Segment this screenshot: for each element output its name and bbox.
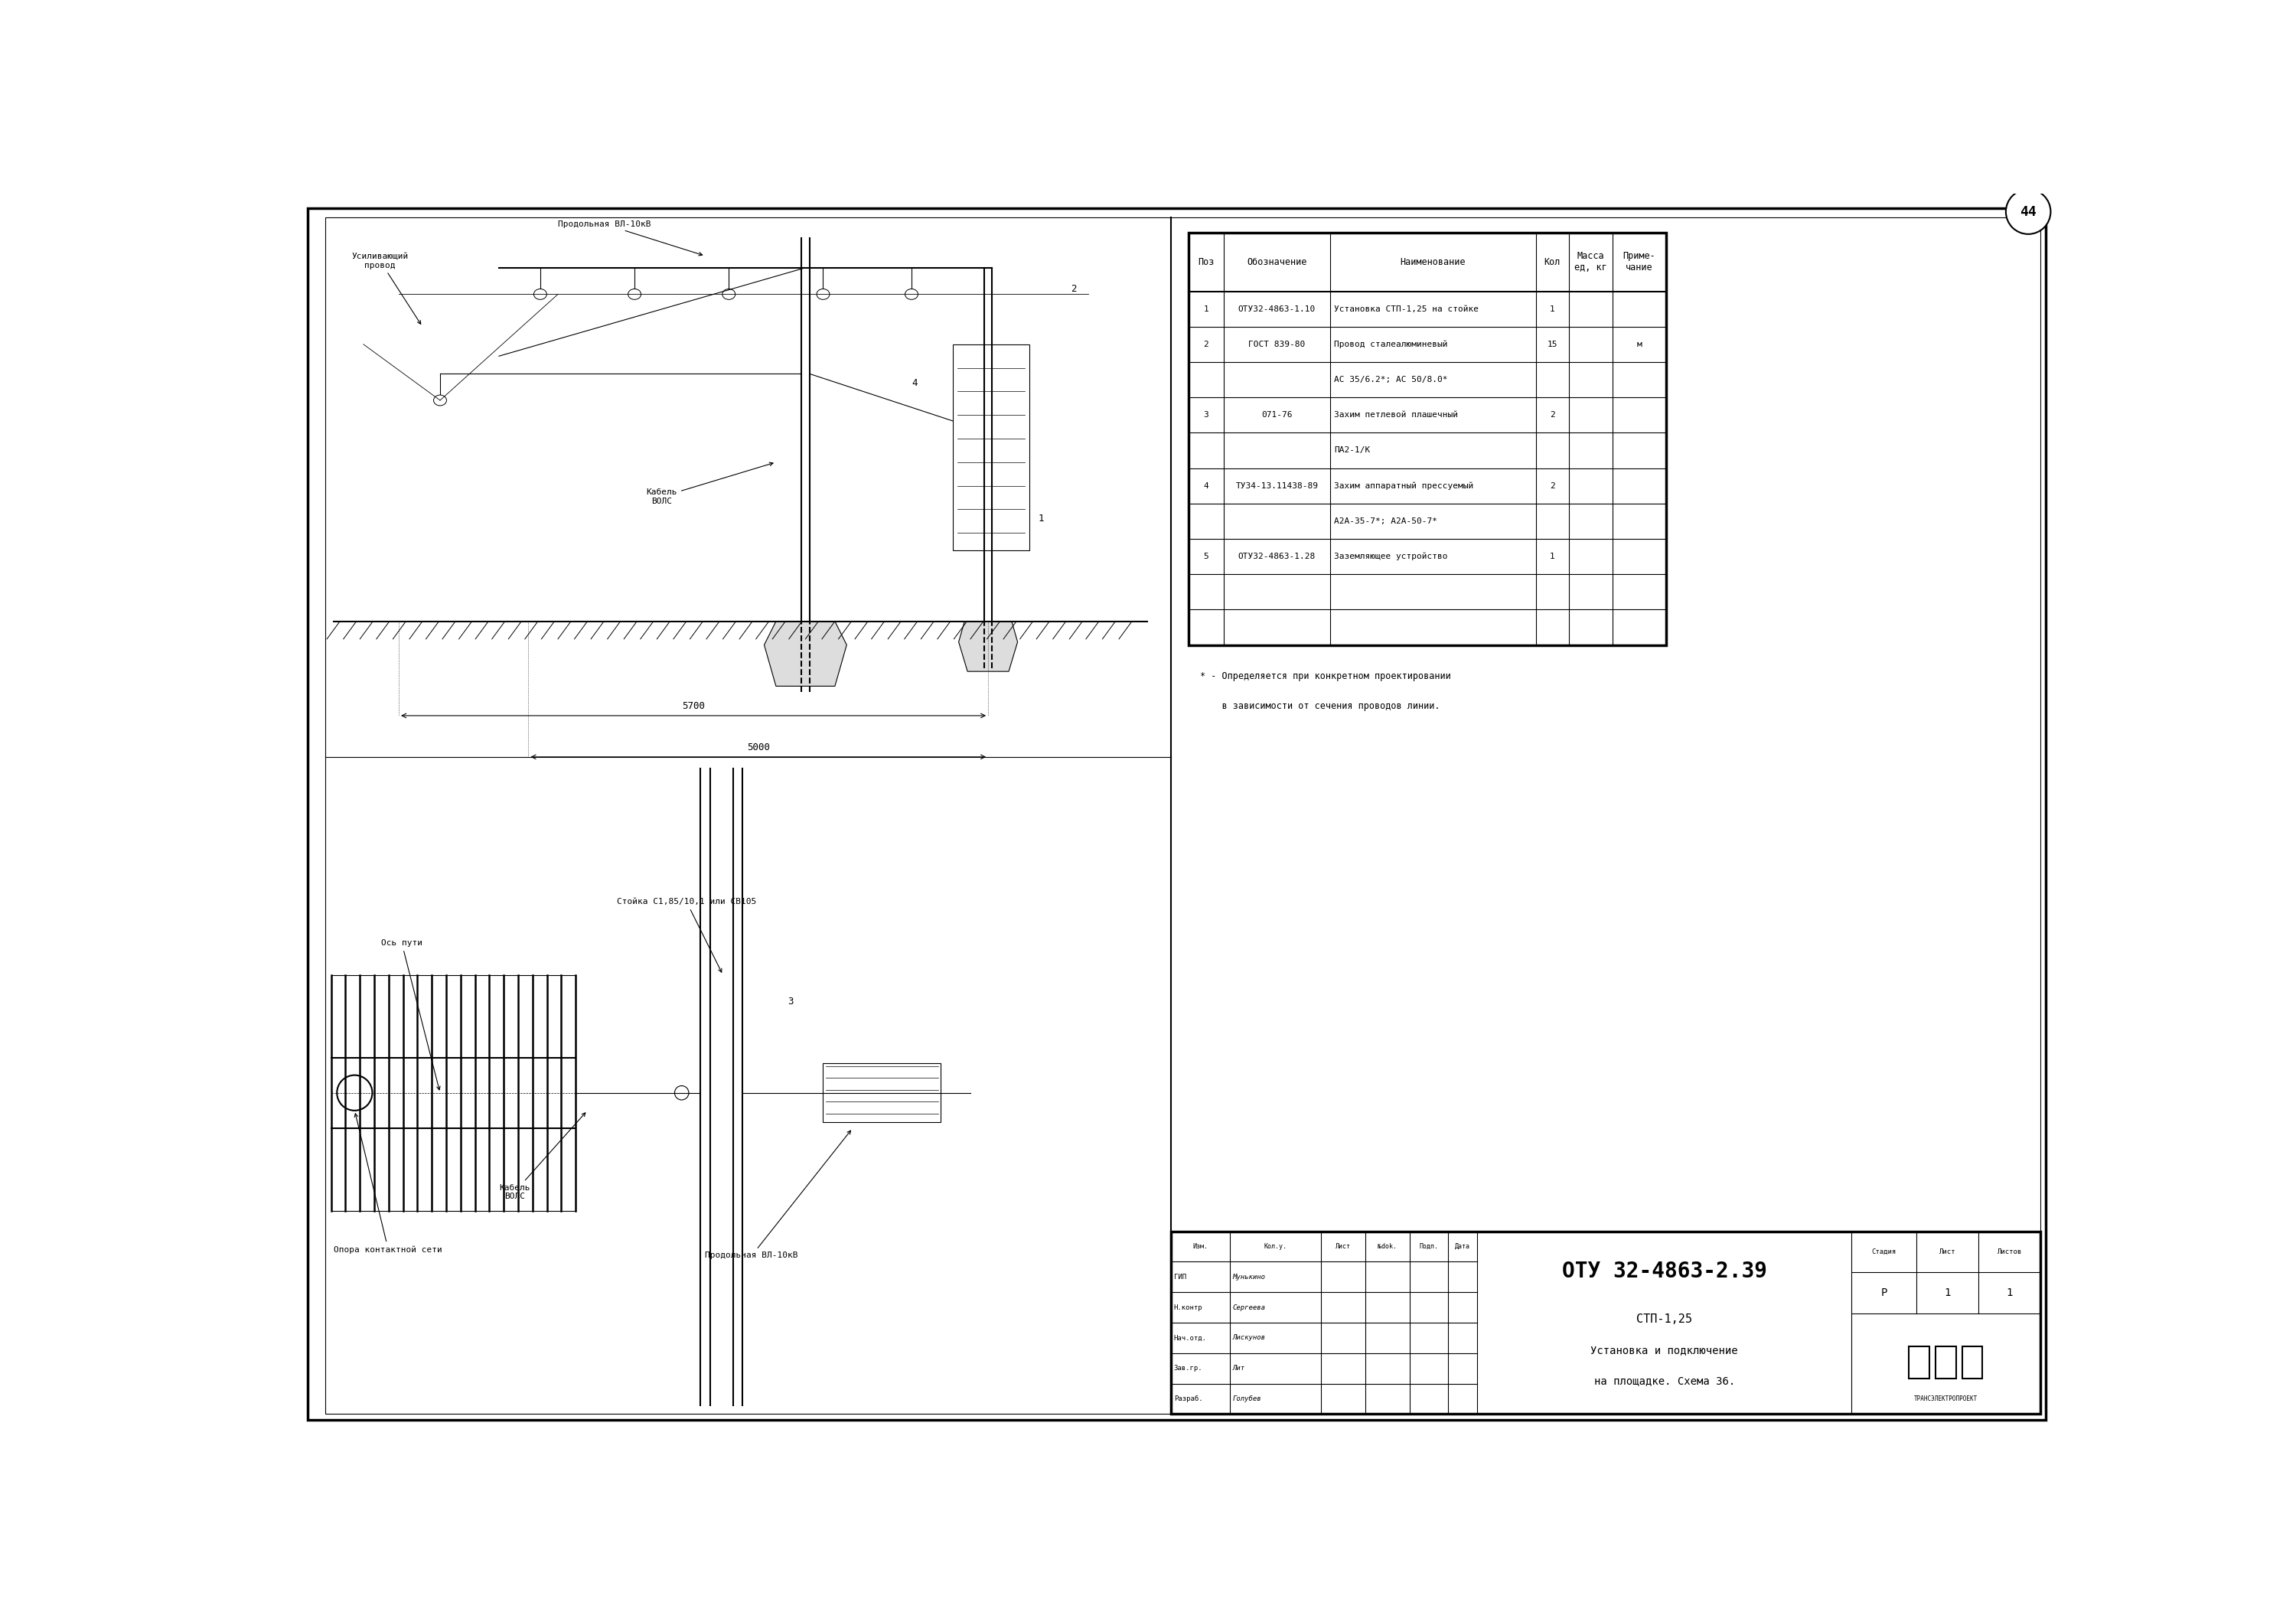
Text: ОТУ32-4863-1.28: ОТУ32-4863-1.28 <box>1238 553 1316 561</box>
Text: ОТУ32-4863-1.10: ОТУ32-4863-1.10 <box>1238 305 1316 313</box>
Polygon shape <box>960 621 1017 672</box>
Text: Стойка С1,85/10,1 или СВ105: Стойка С1,85/10,1 или СВ105 <box>618 898 755 972</box>
Text: Заземляющее устройство: Заземляющее устройство <box>1334 553 1449 561</box>
Text: 1: 1 <box>1945 1288 1949 1298</box>
Text: Нач.отд.: Нач.отд. <box>1173 1335 1208 1341</box>
Text: Установка СТП-1,25 на стойке: Установка СТП-1,25 на стойке <box>1334 305 1479 313</box>
Text: Провод сталеалюминевый: Провод сталеалюминевый <box>1334 340 1449 348</box>
Text: 5000: 5000 <box>746 742 769 753</box>
Text: ПА2-1/К: ПА2-1/К <box>1334 447 1371 455</box>
Text: Изм.: Изм. <box>1192 1243 1208 1249</box>
Text: Приме-
чание: Приме- чание <box>1623 251 1655 272</box>
Text: Лист: Лист <box>1940 1248 1956 1256</box>
Bar <box>1936 1346 1956 1378</box>
Text: 1: 1 <box>1038 514 1045 524</box>
Text: Подп.: Подп. <box>1419 1243 1437 1249</box>
Circle shape <box>2007 189 2050 234</box>
Text: Сергеева: Сергеева <box>1233 1304 1265 1311</box>
Bar <box>953 345 1029 551</box>
Text: Лискунов: Лискунов <box>1233 1335 1265 1341</box>
Text: Обозначение: Обозначение <box>1247 256 1306 266</box>
Circle shape <box>675 1086 689 1099</box>
Text: 2: 2 <box>1203 340 1208 348</box>
Text: 1: 1 <box>1550 305 1554 313</box>
Text: Кабель
ВОЛС: Кабель ВОЛС <box>498 1112 585 1201</box>
Text: 15: 15 <box>1548 340 1557 348</box>
Text: Лист: Лист <box>1336 1243 1350 1249</box>
Text: * - Определяется при конкретном проектировании: * - Определяется при конкретном проектир… <box>1201 672 1451 682</box>
Text: Масса
ед, кг: Масса ед, кг <box>1575 251 1607 272</box>
Text: ОТУ 32-4863-2.39: ОТУ 32-4863-2.39 <box>1561 1261 1768 1282</box>
Text: 4: 4 <box>1203 482 1208 490</box>
Text: ТРАНСЭЛЕКТРОПРОЕКТ: ТРАНСЭЛЕКТРОПРОЕКТ <box>1915 1396 1977 1402</box>
Text: 2: 2 <box>1070 284 1077 293</box>
Text: 3: 3 <box>788 996 794 1008</box>
Text: 44: 44 <box>2020 205 2037 219</box>
Text: м: м <box>1637 340 1642 348</box>
Text: ГОСТ 839-80: ГОСТ 839-80 <box>1249 340 1306 348</box>
Text: Ось пути: Ось пути <box>381 940 441 1090</box>
Text: Стадия: Стадия <box>1871 1248 1896 1256</box>
Text: Установка и подключение: Установка и подключение <box>1591 1344 1738 1356</box>
Text: Зав.гр.: Зав.гр. <box>1173 1365 1203 1372</box>
Circle shape <box>338 1075 372 1111</box>
Text: Опора контактной сети: Опора контактной сети <box>333 1114 443 1254</box>
Text: АС 35/6.2*; АС 50/8.0*: АС 35/6.2*; АС 50/8.0* <box>1334 376 1449 384</box>
Text: Мунькино: Мунькино <box>1233 1273 1265 1280</box>
Text: Голубев: Голубев <box>1233 1396 1261 1402</box>
Text: 2: 2 <box>1550 482 1554 490</box>
Text: Усиливающий
провод: Усиливающий провод <box>351 253 420 324</box>
Bar <box>1963 1346 1981 1378</box>
Polygon shape <box>765 621 847 687</box>
Text: ГИП: ГИП <box>1173 1273 1187 1280</box>
Text: Кол.у.: Кол.у. <box>1263 1243 1286 1249</box>
Bar <box>1908 1346 1929 1378</box>
Text: №dok.: №dok. <box>1378 1243 1396 1249</box>
Text: в зависимости от сечения проводов линии.: в зависимости от сечения проводов линии. <box>1201 701 1440 711</box>
Text: Кол: Кол <box>1545 256 1561 266</box>
Text: ТУ34-13.11438-89: ТУ34-13.11438-89 <box>1235 482 1318 490</box>
Text: Продольная ВЛ-10кВ: Продольная ВЛ-10кВ <box>705 1130 852 1259</box>
Text: Захим петлевой плашечный: Захим петлевой плашечный <box>1334 411 1458 419</box>
Text: 1: 1 <box>1550 553 1554 561</box>
Bar <box>1189 232 1667 645</box>
Text: Лит: Лит <box>1233 1365 1244 1372</box>
Text: Поз: Поз <box>1199 256 1215 266</box>
Text: Н.контр: Н.контр <box>1173 1304 1203 1311</box>
Text: 5700: 5700 <box>682 701 705 711</box>
Text: Листов: Листов <box>1998 1248 2020 1256</box>
Text: А2А-35-7*; А2А-50-7*: А2А-35-7*; А2А-50-7* <box>1334 517 1437 526</box>
Text: Продольная ВЛ-10кВ: Продольная ВЛ-10кВ <box>558 221 703 256</box>
Text: Разраб.: Разраб. <box>1173 1396 1203 1402</box>
Text: 071-76: 071-76 <box>1261 411 1293 419</box>
Text: Р: Р <box>1880 1288 1887 1298</box>
Text: Кабель
ВОЛС: Кабель ВОЛС <box>645 463 774 505</box>
Text: 1: 1 <box>2007 1288 2011 1298</box>
Text: 1: 1 <box>1203 305 1208 313</box>
Text: СТП-1,25: СТП-1,25 <box>1637 1314 1692 1325</box>
Text: 3: 3 <box>1203 411 1208 419</box>
Bar <box>1171 1232 2041 1414</box>
Text: 4: 4 <box>912 377 916 388</box>
Text: Захим аппаратный прессуемый: Захим аппаратный прессуемый <box>1334 482 1474 490</box>
Text: Наименование: Наименование <box>1401 256 1465 266</box>
Text: 5: 5 <box>1203 553 1208 561</box>
Text: 2: 2 <box>1550 411 1554 419</box>
Text: на площадке. Схема 36.: на площадке. Схема 36. <box>1593 1375 1736 1386</box>
Text: Дата: Дата <box>1456 1243 1469 1249</box>
Bar <box>822 1064 941 1122</box>
